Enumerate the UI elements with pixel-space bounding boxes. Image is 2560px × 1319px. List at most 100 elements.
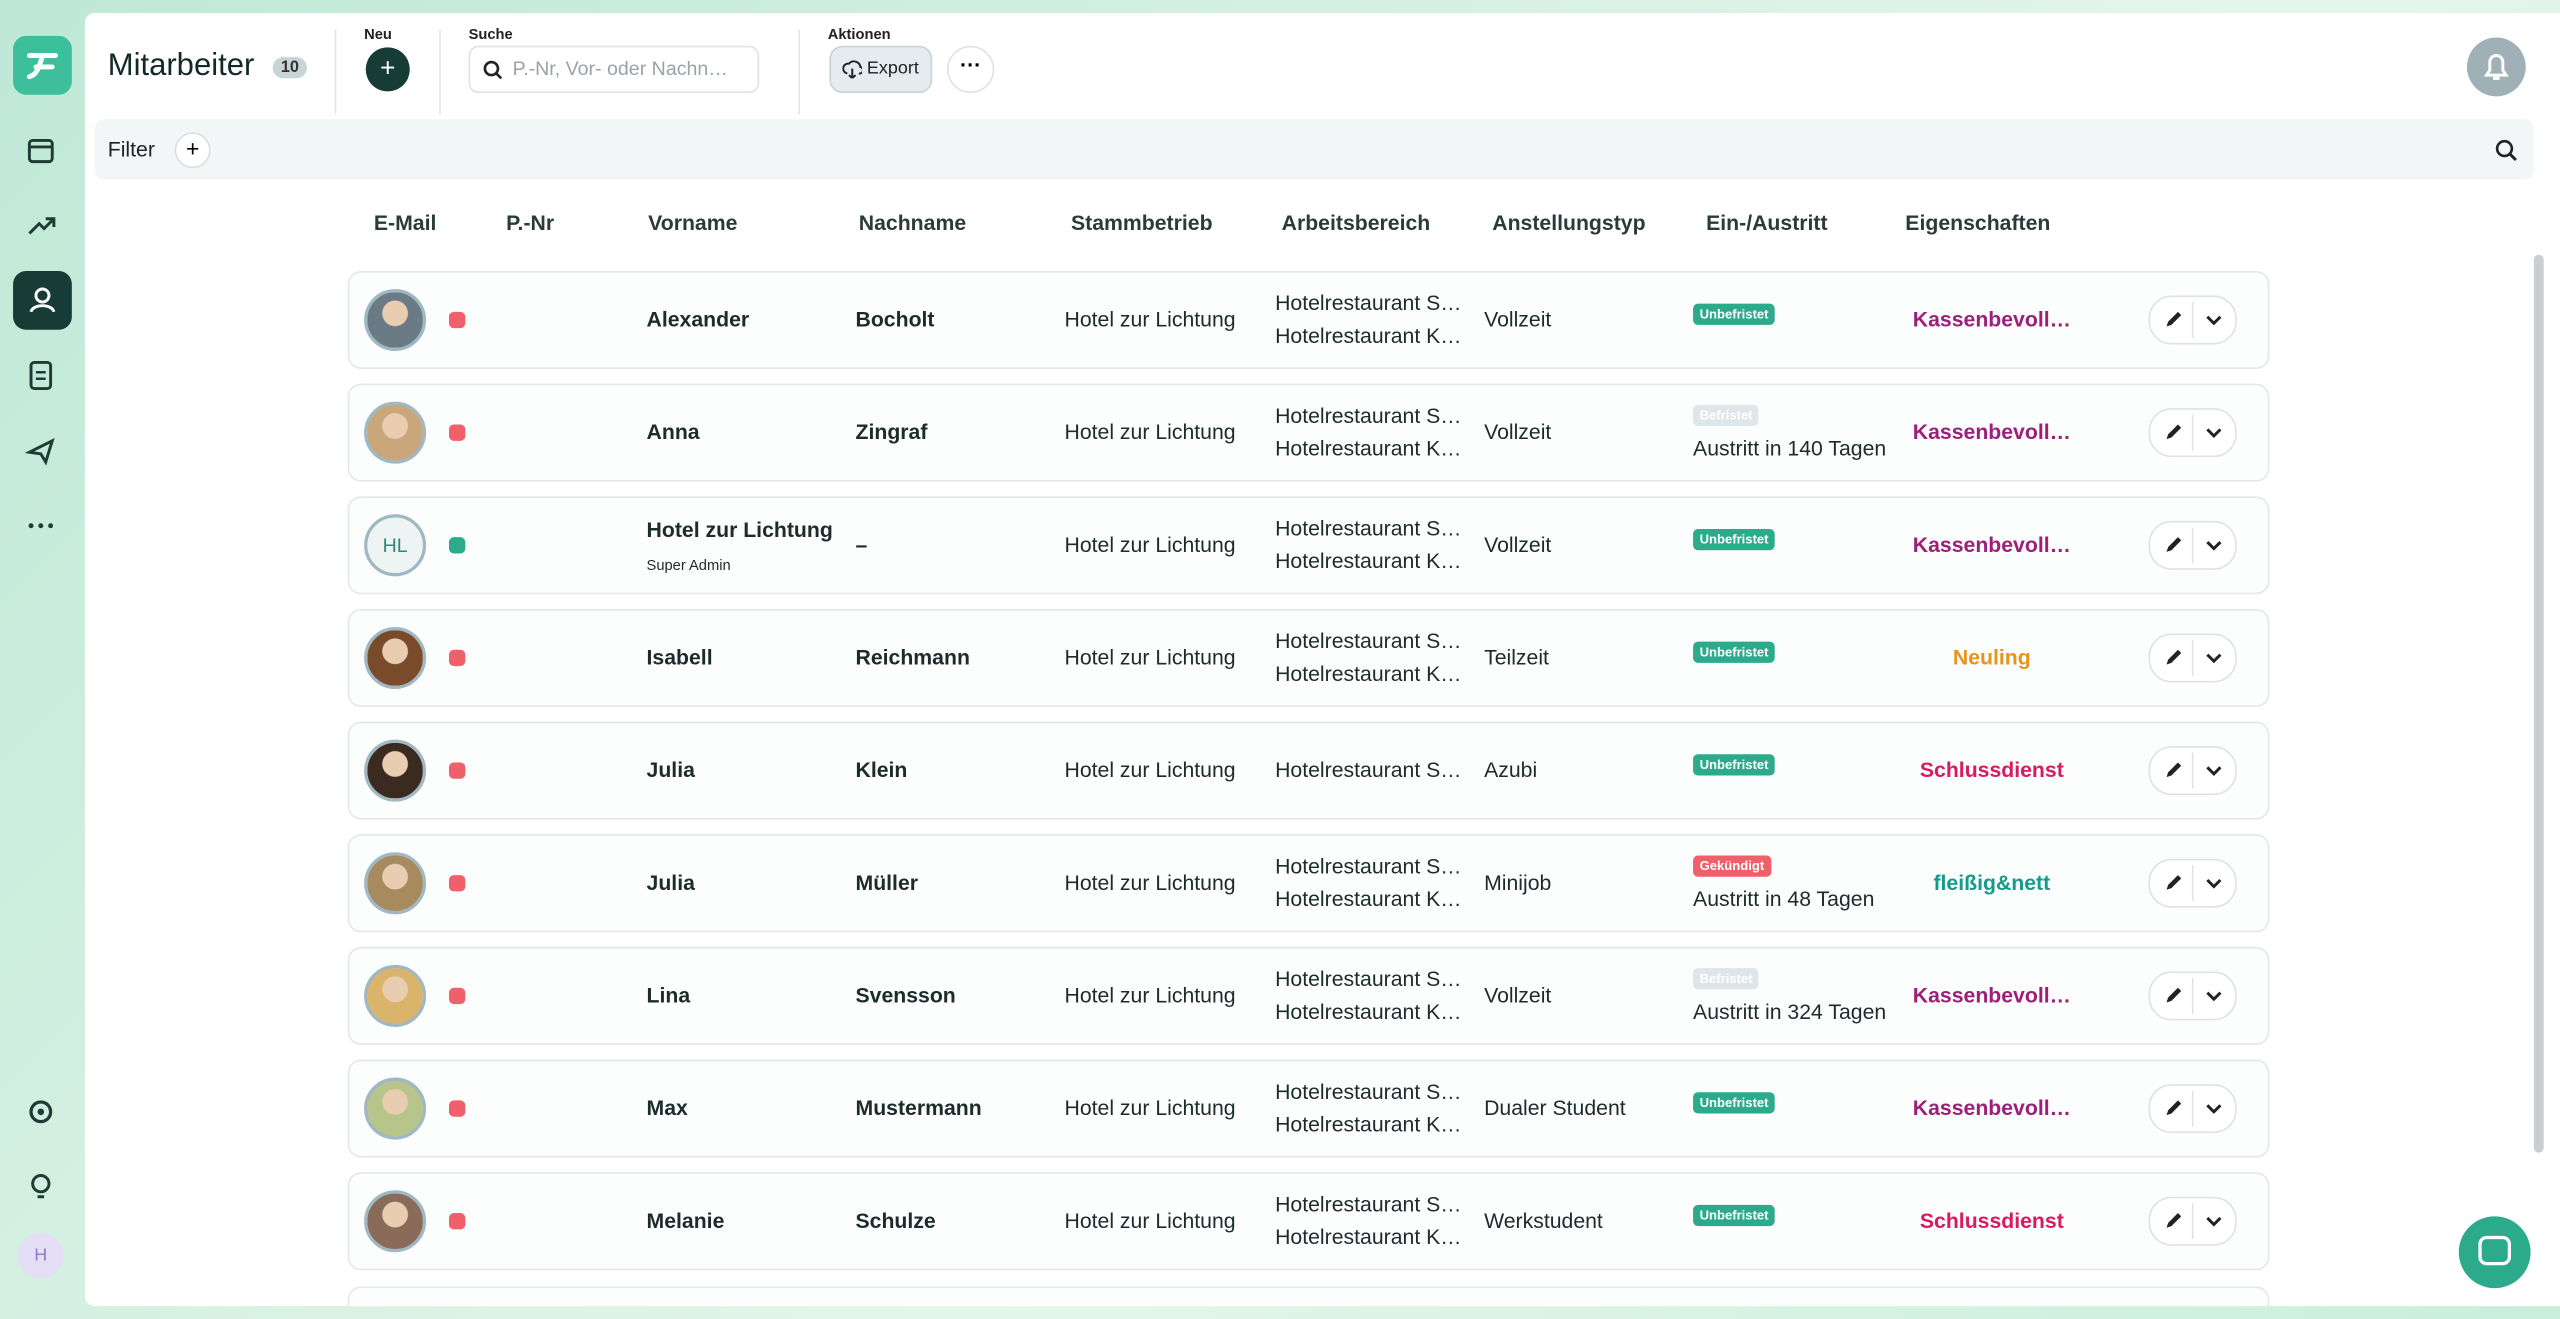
employee-row[interactable]: Isabell Reichmann Hotel zur Lichtung Hotelr… bbox=[347, 608, 2270, 707]
stats-icon[interactable] bbox=[21, 206, 60, 245]
work-area: Hotelrestaurant S… bbox=[1275, 515, 1462, 541]
status-dot bbox=[448, 875, 466, 892]
status-dot bbox=[448, 1213, 466, 1230]
avatar bbox=[364, 288, 427, 352]
work-area: Hotelrestaurant S… bbox=[1275, 853, 1462, 879]
status-badge: Unbefristet bbox=[1693, 1092, 1776, 1114]
search-input[interactable]: P.-Nr, Vor- oder Nachn… bbox=[468, 45, 760, 94]
status-dot bbox=[448, 762, 466, 779]
last-name: Reichmann bbox=[855, 644, 970, 670]
logo[interactable] bbox=[13, 35, 72, 95]
first-name: Melanie bbox=[646, 1208, 725, 1233]
first-name: Julia bbox=[646, 757, 695, 783]
site: Hotel zur Lichtung bbox=[1064, 870, 1236, 895]
employee-row[interactable]: Julia Klein Hotel zur Lichtung Hotelrestaur… bbox=[347, 721, 2270, 820]
site: Hotel zur Lichtung bbox=[1064, 306, 1236, 332]
status-dot bbox=[448, 1100, 466, 1117]
chat-button[interactable] bbox=[2458, 1216, 2531, 1289]
work-area: Hotelrestaurant S… bbox=[1275, 628, 1462, 654]
property-tag: Kassenbevoll… bbox=[1912, 982, 2071, 1008]
more-actions[interactable]: ··· bbox=[946, 45, 995, 94]
last-name: Klein bbox=[855, 757, 908, 783]
export-button[interactable]: Export bbox=[829, 45, 933, 94]
employee-row[interactable]: Alexander Bocholt Hotel zur Lichtung Hotelr… bbox=[347, 271, 2270, 369]
employment-type: Minijob bbox=[1484, 870, 1552, 895]
column-header: Arbeitsbereich bbox=[1281, 210, 1431, 236]
avatar bbox=[364, 964, 427, 1027]
last-name: Schulze bbox=[855, 1208, 936, 1233]
row-actions[interactable] bbox=[2148, 971, 2237, 1021]
last-name: – bbox=[855, 532, 868, 557]
row-actions[interactable] bbox=[2148, 858, 2237, 908]
status-badge: Unbefristet bbox=[1693, 641, 1776, 663]
row-actions[interactable] bbox=[2148, 1196, 2237, 1246]
column-header: Nachname bbox=[858, 210, 967, 236]
page-title: Mitarbeiter bbox=[107, 48, 255, 84]
employment-type: Vollzeit bbox=[1484, 419, 1552, 445]
employee-row[interactable]: Melanie Schulze Hotel zur Lichtung Hotelres… bbox=[347, 1172, 2270, 1271]
avatar: HL bbox=[364, 514, 427, 577]
employee-row[interactable]: HL Hotel zur Lichtung Super Admin – Hotel zu… bbox=[347, 496, 2270, 595]
zoom-icon[interactable] bbox=[2495, 139, 2518, 162]
property-tag: Kassenbevoll… bbox=[1912, 1095, 2071, 1120]
count-badge: 10 bbox=[272, 57, 308, 79]
employee-row[interactable]: Julia Müller Hotel zur Lichtung Hotelrestau… bbox=[347, 834, 2270, 933]
first-name: Anna bbox=[646, 419, 700, 445]
work-area: Hotelrestaurant K… bbox=[1275, 999, 1462, 1024]
column-header: Vorname bbox=[648, 210, 738, 236]
property-tag: Kassenbevoll… bbox=[1912, 419, 2071, 445]
employee-row[interactable]: Lina Svensson Hotel zur Lichtung Hotelresta… bbox=[347, 946, 2270, 1045]
employment-type: Dualer Student bbox=[1484, 1095, 1626, 1120]
employee-row[interactable]: Max Mustermann Hotel zur Lichtung Hotelrest… bbox=[347, 1059, 2270, 1158]
row-actions[interactable] bbox=[2148, 1084, 2237, 1134]
work-area: Hotelrestaurant S… bbox=[1275, 1191, 1462, 1217]
last-name: Svensson bbox=[855, 982, 956, 1008]
vacation-icon[interactable] bbox=[21, 431, 60, 470]
status-badge: Unbefristet bbox=[1693, 754, 1776, 776]
work-area: Hotelrestaurant S… bbox=[1275, 290, 1462, 316]
property-tag: Kassenbevoll… bbox=[1912, 306, 2071, 332]
settings-icon[interactable] bbox=[21, 1092, 60, 1131]
more-icon[interactable] bbox=[21, 506, 60, 545]
avatar bbox=[364, 739, 427, 802]
exit-info: Austritt in 48 Tagen bbox=[1693, 886, 1875, 912]
row-actions[interactable] bbox=[2148, 295, 2237, 345]
add-button[interactable]: + bbox=[365, 47, 410, 92]
status-dot bbox=[448, 424, 466, 441]
last-name: Müller bbox=[855, 870, 919, 895]
row-actions[interactable] bbox=[2148, 746, 2237, 796]
docs-icon[interactable] bbox=[21, 356, 60, 395]
employees-nav[interactable] bbox=[13, 271, 72, 330]
add-filter[interactable]: + bbox=[174, 132, 211, 169]
row-actions[interactable] bbox=[2148, 408, 2237, 458]
user-avatar[interactable]: H bbox=[17, 1232, 64, 1279]
employee-row[interactable]: Anna Zingraf Hotel zur Lichtung Hotelrestau… bbox=[347, 383, 2270, 482]
first-name: Hotel zur Lichtung bbox=[646, 517, 833, 543]
status-badge: Unbefristet bbox=[1693, 1204, 1776, 1227]
export-text: Export bbox=[866, 58, 919, 79]
notifications[interactable] bbox=[2466, 37, 2526, 97]
avatar bbox=[364, 401, 427, 464]
filter-bar: Filter + bbox=[94, 119, 2534, 180]
calendar-icon[interactable] bbox=[21, 131, 60, 170]
row-actions[interactable] bbox=[2148, 520, 2237, 570]
site: Hotel zur Lichtung bbox=[1064, 1208, 1236, 1233]
column-header: P.-Nr bbox=[506, 210, 555, 236]
role: Super Admin bbox=[646, 556, 731, 574]
exit-info: Austritt in 140 Tagen bbox=[1693, 435, 1887, 461]
status-badge: Gekündigt bbox=[1693, 855, 1771, 877]
status-dot bbox=[448, 537, 466, 554]
site: Hotel zur Lichtung bbox=[1064, 1095, 1236, 1120]
work-area: Hotelrestaurant K… bbox=[1275, 1111, 1462, 1137]
status-dot bbox=[448, 311, 466, 329]
search-label: Suche bbox=[468, 26, 513, 43]
site: Hotel zur Lichtung bbox=[1064, 982, 1236, 1008]
row-actions[interactable] bbox=[2148, 633, 2237, 683]
property-tag: Neuling bbox=[1952, 644, 2031, 670]
tips-icon[interactable] bbox=[21, 1167, 60, 1206]
actions-label: Aktionen bbox=[827, 26, 891, 43]
first-name: Julia bbox=[646, 870, 695, 895]
first-name: Isabell bbox=[646, 644, 713, 670]
